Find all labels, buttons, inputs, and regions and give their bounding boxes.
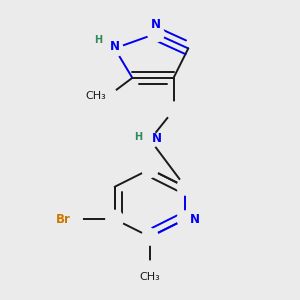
Circle shape — [148, 26, 164, 42]
Circle shape — [177, 178, 194, 195]
Text: N: N — [190, 213, 200, 226]
Circle shape — [106, 40, 123, 57]
Circle shape — [142, 229, 158, 245]
Circle shape — [165, 102, 182, 119]
Text: CH₃: CH₃ — [140, 272, 160, 282]
Text: CH₃: CH₃ — [85, 91, 106, 100]
Text: N: N — [151, 18, 161, 31]
Text: H: H — [134, 132, 142, 142]
Text: N: N — [110, 40, 120, 53]
Circle shape — [64, 210, 82, 228]
Text: N: N — [152, 132, 161, 145]
Circle shape — [177, 211, 194, 227]
Circle shape — [142, 261, 158, 278]
Text: Br: Br — [56, 213, 70, 226]
Circle shape — [142, 131, 158, 148]
Circle shape — [106, 210, 124, 228]
Text: H: H — [94, 35, 103, 45]
Circle shape — [142, 161, 158, 177]
Circle shape — [100, 87, 117, 104]
